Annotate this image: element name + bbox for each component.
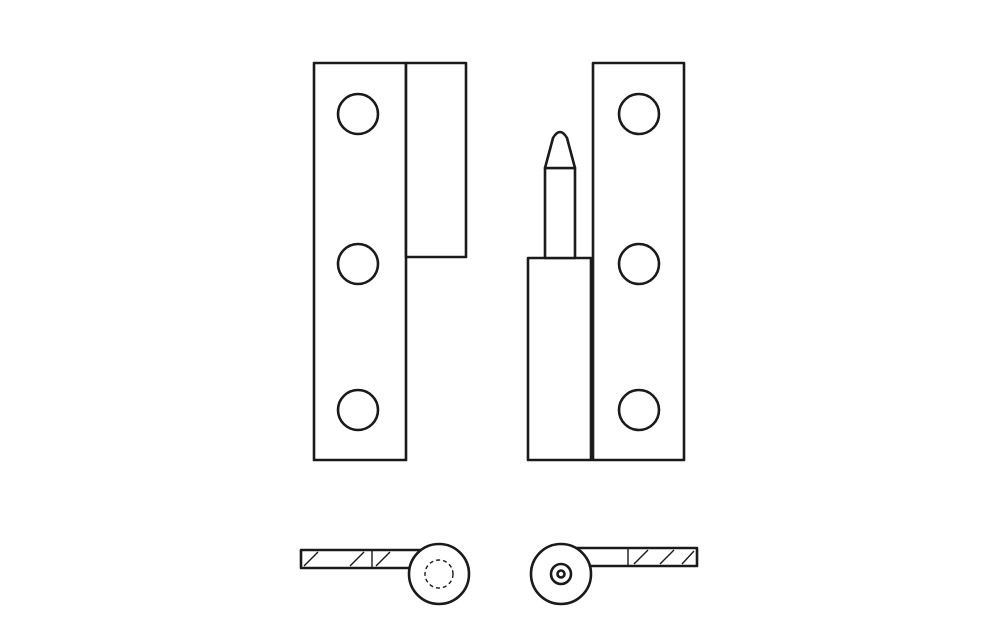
left-end-view xyxy=(299,542,471,606)
left-hinge-half xyxy=(312,61,468,462)
socket-hole-hidden xyxy=(424,559,454,589)
left-screw-hole-middle xyxy=(336,242,380,286)
hinge-pin-shaft xyxy=(543,166,577,260)
pin-end-center xyxy=(556,569,566,579)
left-leaf-hatch xyxy=(349,551,365,567)
right-screw-hole-top xyxy=(617,92,661,136)
left-knuckle-end xyxy=(407,542,471,606)
right-hinge-half xyxy=(526,61,686,462)
right-pin-knuckle xyxy=(526,256,593,462)
left-screw-hole-top xyxy=(336,92,380,136)
left-screw-hole-bottom xyxy=(336,388,380,432)
top-view xyxy=(299,542,699,606)
left-leaf-hatch xyxy=(375,551,391,567)
left-leaf-hatch xyxy=(303,551,319,567)
hinge-pin-tip xyxy=(543,130,577,170)
front-view xyxy=(312,61,686,462)
right-leaf-hatch xyxy=(659,549,675,565)
right-end-view xyxy=(529,542,699,606)
right-screw-hole-bottom xyxy=(617,388,661,432)
left-socket-knuckle xyxy=(404,61,468,259)
right-leaf-hatch xyxy=(681,550,695,565)
right-screw-hole-middle xyxy=(617,242,661,286)
right-leaf-hatch xyxy=(633,549,649,565)
